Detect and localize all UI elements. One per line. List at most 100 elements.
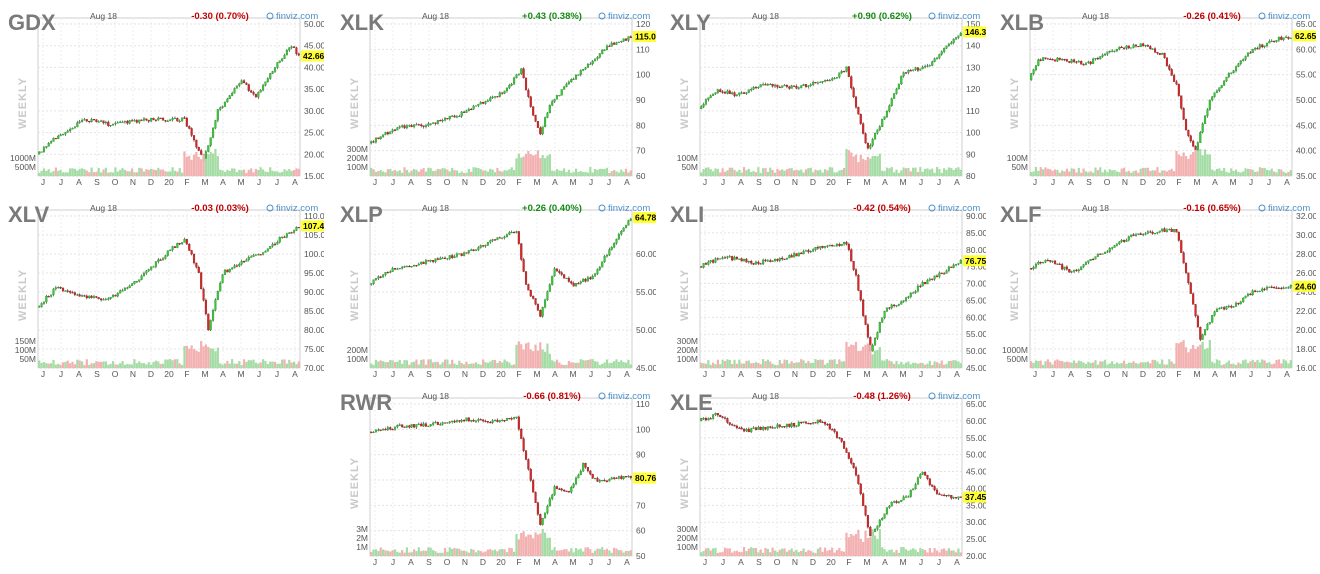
candle xyxy=(605,254,609,257)
candle xyxy=(850,76,853,89)
chart-svg: 110.00105.00100.0095.0090.0085.0080.0075… xyxy=(8,202,324,379)
candle xyxy=(417,124,420,126)
volume-bar xyxy=(403,552,406,556)
candle xyxy=(797,252,800,257)
last-price-label: 24.60 xyxy=(1295,281,1316,291)
candle xyxy=(847,244,850,250)
candle xyxy=(508,85,511,89)
candle xyxy=(1194,304,1197,317)
volume-bar xyxy=(873,350,877,368)
candle xyxy=(524,271,528,285)
volume-bar xyxy=(731,167,734,176)
candle xyxy=(601,261,604,268)
volume-bar xyxy=(102,169,105,176)
candle xyxy=(881,317,884,323)
candle xyxy=(821,246,824,248)
candle xyxy=(1225,76,1228,82)
x-tick-label: J xyxy=(275,369,279,379)
volume-bar xyxy=(704,548,708,556)
candle xyxy=(840,438,843,442)
candle xyxy=(114,295,117,297)
volume-bar xyxy=(957,548,960,556)
volume-bar xyxy=(1265,362,1269,368)
x-tick-label: J xyxy=(1267,177,1271,187)
volume-bar xyxy=(1165,171,1169,176)
chart-panel-xly[interactable]: 150 140 130 120 110 100 90 80 J J A S O N D 20 F M A M J J A 10… xyxy=(668,8,986,194)
candle xyxy=(907,296,910,298)
candle xyxy=(496,96,499,98)
volume-bar xyxy=(102,361,105,368)
volume-bar xyxy=(405,169,409,176)
candle xyxy=(735,425,738,429)
candle xyxy=(804,84,808,87)
volume-bar xyxy=(529,153,532,176)
chart-panel-gdx[interactable]: 50.00 45.00 40.00 35.00 30.00 25.00 20.00 15.00… xyxy=(6,8,324,194)
volume-bar xyxy=(181,364,184,368)
candle xyxy=(1053,59,1057,62)
x-tick-label: J xyxy=(41,177,45,187)
volume-bar xyxy=(627,359,630,368)
volume-bar xyxy=(762,552,765,556)
volume-bar xyxy=(45,170,48,176)
candle xyxy=(1115,243,1118,246)
x-tick-label: A xyxy=(624,177,630,187)
volume-bar xyxy=(909,171,912,176)
chart-panel-xli[interactable]: 90.00 85.00 80.00 75.00 70.00 65.00 60.00 55.00… xyxy=(668,200,986,386)
volume-bar xyxy=(876,350,879,368)
volume-bar xyxy=(1037,360,1040,368)
candle xyxy=(441,257,444,259)
candle xyxy=(393,129,397,131)
candle xyxy=(738,92,741,95)
volume-bar xyxy=(164,359,167,368)
volume-bar xyxy=(1246,363,1250,368)
volume-bar xyxy=(52,171,55,176)
chart-panel-xlk[interactable]: 120 110 100 90 80 70 60 J J A S O N D 20 F M A M J J A 300M 200… xyxy=(338,8,656,194)
candle xyxy=(391,268,394,272)
volume-bar xyxy=(764,547,767,556)
volume-bar xyxy=(432,171,435,176)
volume-bar xyxy=(921,549,924,556)
volume-bar xyxy=(479,364,482,368)
candle xyxy=(470,249,473,251)
volume-bar xyxy=(707,167,710,176)
chart-panel-rwr[interactable]: 1101009080706050JJASOND20FMAMJJA3M2M1M80… xyxy=(338,388,656,574)
chart-panel-xlf[interactable]: 32.00 30.00 28.00 26.00 24.00 22.00 20.00 18.00… xyxy=(998,200,1316,386)
candle xyxy=(128,285,131,288)
volume-bar xyxy=(617,361,620,368)
x-tick-label: M xyxy=(237,177,244,187)
volume-bar xyxy=(455,170,459,176)
volume-bar xyxy=(721,168,724,176)
volume-bar xyxy=(828,359,831,368)
chart-panel-xlp[interactable]: 60.00 55.00 50.00 45.00 J J A S O N D 20 F M A M J J A 200M… xyxy=(338,200,656,386)
candle xyxy=(766,426,769,430)
volume-bar xyxy=(869,537,872,556)
candle xyxy=(709,95,712,98)
candle xyxy=(233,88,236,94)
x-tick-label: M xyxy=(863,557,870,567)
candle xyxy=(474,105,478,107)
volume-bar xyxy=(211,348,215,368)
candle xyxy=(539,310,542,317)
volume-bar xyxy=(529,534,532,556)
volume-bar xyxy=(1120,168,1123,176)
volume-tick-label: 50M xyxy=(1011,162,1028,172)
chart-panel-xle[interactable]: 65.00 60.00 55.00 50.00 45.00 40.00 35.00 30.00… xyxy=(668,388,986,574)
x-tick-label: M xyxy=(201,177,208,187)
volume-tick-label: 200M xyxy=(677,345,698,355)
volume-bar xyxy=(415,169,418,176)
candle xyxy=(104,121,107,124)
x-tick-label: M xyxy=(533,177,540,187)
volume-bar xyxy=(515,344,518,368)
x-tick-label: F xyxy=(846,557,851,567)
volume-bar xyxy=(548,154,551,176)
chart-panel-xlb[interactable]: 65.00 60.00 55.00 50.00 45.00 40.00 35.00 J J A S O… xyxy=(998,8,1316,194)
volume-bar xyxy=(90,167,93,176)
x-tick-label: J xyxy=(257,369,261,379)
volume-bar xyxy=(902,167,905,176)
chart-panel-xlv[interactable]: 110.00105.00100.0095.0090.0085.0080.0075… xyxy=(6,200,324,386)
volume-bar xyxy=(1134,170,1138,176)
volume-bar xyxy=(835,363,839,368)
volume-bar xyxy=(1287,363,1290,368)
candle xyxy=(802,84,805,86)
